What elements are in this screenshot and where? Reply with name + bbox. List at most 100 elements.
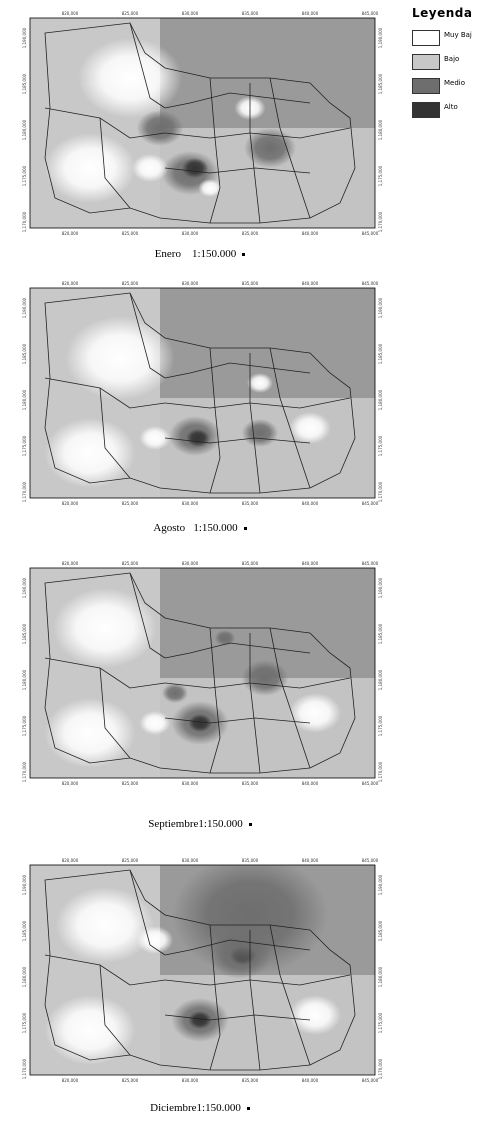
interpolated-surface [30,18,375,228]
y-tick-right: 1,185,000 [378,73,383,94]
x-tick-bottom: 835,000 [242,1078,259,1083]
y-tick-right: 1,180,000 [378,669,383,690]
legend-label-alto: Alto [444,103,458,111]
x-tick-top: 830,000 [182,858,199,863]
x-tick-top: 825,000 [122,11,139,16]
y-tick-right: 1,190,000 [378,297,383,318]
surface-blob [289,412,331,444]
boundary-line [44,657,166,689]
boundary-line [99,667,131,759]
surface-blob [136,110,184,146]
y-tick-left: 1,190,000 [22,297,27,318]
x-tick-top: 845,000 [362,561,379,566]
x-tick-top: 840,000 [302,858,319,863]
map-agosto: 820,000 820,000 825,000 825,000 830,000 830,0… [22,281,383,506]
map-frame [29,864,376,1076]
surface-blob [136,926,174,954]
map-septiembre: 820,000 820,000 825,000 825,000 830,000 830,0… [22,561,383,786]
y-tick-right: 1,175,000 [378,435,383,456]
boundary-line [249,353,261,494]
boundary-line [44,954,166,986]
x-tick-top: 825,000 [122,858,139,863]
boundary-line [209,347,221,494]
boundary-line [44,107,166,139]
boundary-line [129,292,166,379]
x-tick-top: 820,000 [62,11,79,16]
x-tick-top: 830,000 [182,561,199,566]
y-tick-left: 1,180,000 [22,966,27,987]
y-tick-left: 1,190,000 [22,27,27,48]
boundary-line [129,572,166,659]
boundary-line [164,362,311,379]
x-tick-bottom: 825,000 [122,501,139,506]
boundary-line [209,924,221,1071]
boundary-line [164,717,311,724]
x-tick-bottom: 825,000 [122,1078,139,1083]
surface-blob [188,1011,212,1029]
boundary-outer [44,869,356,1071]
map-caption-enero: Enero 1:150.000 [0,248,400,260]
x-tick-top: 840,000 [302,561,319,566]
surface-blob [289,995,341,1035]
x-tick-top: 845,000 [362,858,379,863]
y-tick-left: 1,170,000 [22,481,27,502]
map-diciembre: 820,000 820,000 825,000 825,000 830,000 830,0… [22,858,383,1083]
y-tick-right: 1,185,000 [378,623,383,644]
y-tick-left: 1,185,000 [22,343,27,364]
surface-blob [198,179,222,197]
x-tick-bottom: 840,000 [302,501,319,506]
surface-blob [44,418,136,488]
x-tick-bottom: 840,000 [302,781,319,786]
boundary-line [209,627,221,774]
x-tick-bottom: 820,000 [62,1078,79,1083]
boundary-outer [44,572,356,774]
legend-item-muy-bajo: Muy Baj [410,28,486,50]
legend: Leyenda Muy Baj Bajo Medio Alto [410,6,486,124]
x-tick-top: 820,000 [62,858,79,863]
x-tick-bottom: 845,000 [362,501,379,506]
surface-blob [78,38,182,118]
interpolated-surface [30,288,375,498]
x-tick-top: 840,000 [302,281,319,286]
y-tick-right: 1,190,000 [378,27,383,48]
boundary-line [164,939,311,956]
legend-label-muy-bajo: Muy Baj [444,31,472,39]
x-tick-top: 835,000 [242,281,259,286]
surface-blob [139,711,171,735]
x-tick-bottom: 845,000 [362,1078,379,1083]
boundary-outer [44,22,356,224]
y-tick-left: 1,175,000 [22,165,27,186]
surface-blob [139,426,171,450]
y-tick-left: 1,180,000 [22,669,27,690]
y-tick-right: 1,185,000 [378,343,383,364]
interpolated-surface [30,865,375,1075]
boundary-line [99,117,131,209]
x-tick-bottom: 820,000 [62,231,79,236]
legend-swatch-muy-bajo [412,30,440,46]
map-frame [29,287,376,499]
map-caption-septiembre: Septiembre1:150.000 [0,818,400,830]
boundary-line [164,167,311,174]
map-panel-enero: 820,000 820,000 825,000 825,000 830,000 830,0… [10,8,390,238]
x-tick-bottom: 830,000 [182,231,199,236]
interpolated-surface [30,568,375,778]
legend-label-medio: Medio [444,79,466,87]
map-caption-diciembre: Diciembre1:150.000 [0,1102,400,1114]
legend-item-medio: Medio [410,76,486,98]
boundary-line [269,77,311,219]
boundary-line [209,77,221,224]
boundary-outer [44,292,356,494]
y-tick-left: 1,190,000 [22,577,27,598]
y-tick-left: 1,185,000 [22,920,27,941]
boundary-line [164,92,311,109]
y-tick-right: 1,185,000 [378,920,383,941]
surface-blob [53,588,157,668]
map-panel-diciembre: 820,000 820,000 825,000 825,000 830,000 830,0… [10,855,390,1085]
y-tick-right: 1,180,000 [378,389,383,410]
surface-blob [55,887,155,963]
y-tick-left: 1,170,000 [22,1058,27,1079]
legend-item-alto: Alto [410,100,486,122]
boundary-line [44,377,166,409]
district-boundaries [44,869,356,1071]
surface-blob [44,698,136,768]
